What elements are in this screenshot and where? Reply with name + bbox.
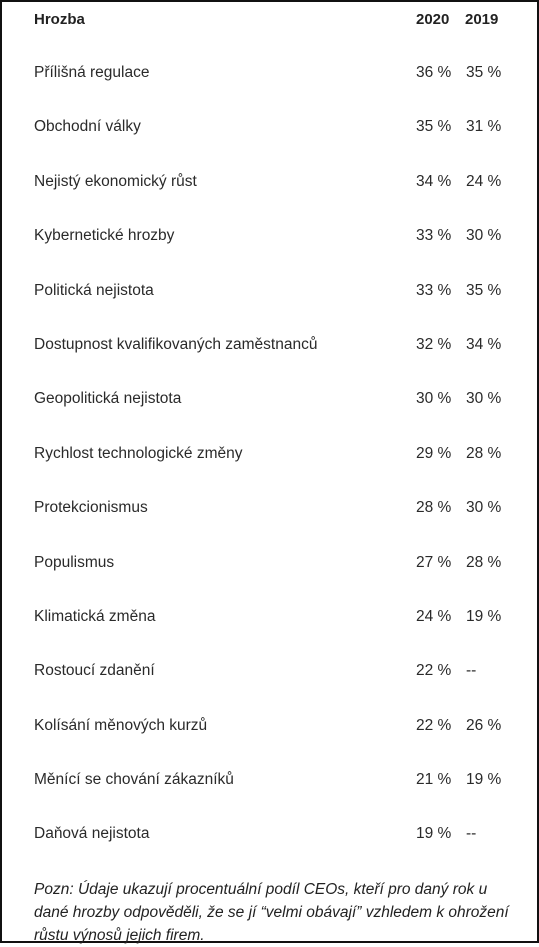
value-2020: 22 % [416,662,452,680]
value-2019: -- [466,662,477,680]
value-2020: 35 % [416,118,452,136]
table-row: Rychlost technologické změny 29 % 28 % [34,445,506,499]
value-2019: 19 % [466,771,502,789]
value-2020: 27 % [416,553,452,571]
table-row: Dostupnost kvalifikovaných zaměstnanců 32… [34,336,506,390]
threat-name: Přílišná regulace [34,64,150,81]
value-2019: 26 % [466,716,502,734]
threat-name: Kybernetické hrozby [34,227,175,245]
header-2020: 2020 [416,11,450,28]
threat-name: Geopolitická nejistota [34,390,182,408]
value-2020: 36 % [416,64,452,81]
value-2020: 33 % [416,227,452,245]
value-2020: 33 % [416,281,452,299]
threat-name: Protekcionismus [34,499,148,517]
table-row: Měnící se chování zákazníků 21 % 19 % [34,771,506,825]
table-body: Přílišná regulace 36 % 35 % Obchodní války 3… [34,64,506,880]
threat-name: Dostupnost kvalifikovaných zaměstnanců [34,335,318,353]
value-2020: 22 % [416,716,452,734]
table-row: Protekcionismus 28 % 30 % [34,499,506,553]
table-row: Politická nejistota 33 % 35 % [34,282,506,336]
value-2019: 31 % [466,118,502,136]
table-row: Rostoucí zdanění 22 % -- [34,662,506,716]
value-2019: -- [466,825,477,843]
threat-name: Daňová nejistota [34,825,150,843]
table-row: Klimatická změna 24 % 19 % [34,608,506,662]
value-2020: 24 % [416,607,452,625]
value-2020: 30 % [416,390,452,408]
threat-name: Měnící se chování zákazníků [34,771,234,789]
value-2019: 34 % [466,335,502,353]
table-row: Geopolitická nejistota 30 % 30 % [34,390,506,444]
value-2020: 34 % [416,172,452,190]
table-row: Populismus 27 % 28 % [34,554,506,608]
value-2020: 29 % [416,444,452,462]
threat-name: Politická nejistota [34,281,154,299]
value-2019: 28 % [466,444,502,462]
threat-name: Obchodní války [34,118,141,136]
value-2020: 21 % [416,771,452,789]
table-header: Hrozba 2020 2019 [34,11,506,29]
threat-name: Populismus [34,553,115,571]
table-row: Přílišná regulace 36 % 35 % [34,64,506,118]
value-2019: 28 % [466,553,502,571]
value-2019: 35 % [466,64,502,81]
header-threat: Hrozba [34,11,85,28]
value-2019: 30 % [466,499,502,517]
threat-name: Klimatická změna [34,607,156,625]
table-row: Kolísání měnových kurzů 22 % 26 % [34,717,506,771]
value-2019: 30 % [466,227,502,245]
threat-name: Nejistý ekonomický růst [34,172,197,190]
threat-name: Rychlost technologické změny [34,444,243,462]
threat-name: Kolísání měnových kurzů [34,716,208,734]
table-row: Kybernetické hrozby 33 % 30 % [34,227,506,281]
value-2019: 19 % [466,607,502,625]
value-2019: 35 % [466,281,502,299]
value-2020: 28 % [416,499,452,517]
table-row: Daňová nejistota 19 % -- [34,825,506,879]
threat-name: Rostoucí zdanění [34,662,155,680]
table-row: Obchodní války 35 % 31 % [34,118,506,172]
table-row: Nejistý ekonomický růst 34 % 24 % [34,173,506,227]
value-2020: 19 % [416,825,452,843]
value-2020: 32 % [416,335,452,353]
value-2019: 24 % [466,172,502,190]
footnote: Pozn: Údaje ukazují procentuální podíl C… [34,881,509,944]
value-2019: 30 % [466,390,502,408]
header-2019: 2019 [465,11,499,28]
